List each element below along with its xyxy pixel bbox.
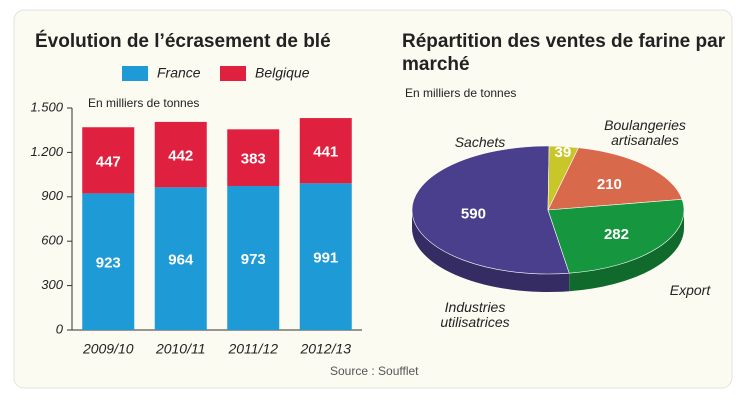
legend-swatch [220,66,246,81]
data-label: 282 [604,226,629,243]
bar-segment [82,193,135,330]
subtitle: En milliers de tonnes [88,96,199,110]
bar-segment [82,127,135,194]
data-label: 973 [241,251,266,268]
x-tick-label: 2010/11 [155,341,206,357]
bar-segment [154,187,207,330]
pie-slice [547,199,685,274]
chart-title: Répartition des ventes de farine par marc… [402,31,726,75]
x-tick-label: 2011/12 [227,341,278,357]
y-tick-label: 900 [41,188,63,203]
data-label: 447 [96,153,121,170]
category-label: Export [669,282,711,298]
pie-side [569,210,684,292]
y-tick-label: 600 [41,233,63,248]
data-label: 923 [96,255,121,272]
bar-segment [154,121,207,188]
y-tick-label: 300 [41,277,63,292]
y-tick-label: 0 [56,321,64,336]
pie-slice [411,145,570,275]
data-label: 442 [168,148,193,165]
data-label: 964 [168,252,194,269]
source: Source : Soufflet [330,364,419,378]
pie-slice [547,147,683,211]
data-label: 590 [461,206,486,223]
bar-segment [299,183,352,330]
data-label: 991 [313,250,338,267]
y-tick-label: 1.500 [30,99,63,114]
data-label: 441 [313,144,338,161]
chart-title: Évolution de l’écrasement de blé [35,30,331,52]
x-tick-label: 2012/13 [299,341,351,357]
category-label: Sachets [454,134,506,150]
bar-segment [299,118,352,184]
legend-label: France [157,65,201,81]
bar-segment [227,185,280,330]
pie-side [412,210,570,292]
y-tick-label: 1.200 [30,144,63,159]
data-label: 383 [241,151,266,168]
category-label: Boulangeries artisanales [604,117,686,148]
subtitle: En milliers de tonnes [405,86,516,100]
legend-swatch [122,66,148,81]
x-tick-label: 2009/10 [82,341,134,357]
category-label: Industries utilisatrices [440,299,510,330]
data-label: 39 [554,144,571,161]
legend-label: Belgique [255,65,310,81]
data-label: 210 [597,176,622,193]
bar-segment [227,129,280,186]
